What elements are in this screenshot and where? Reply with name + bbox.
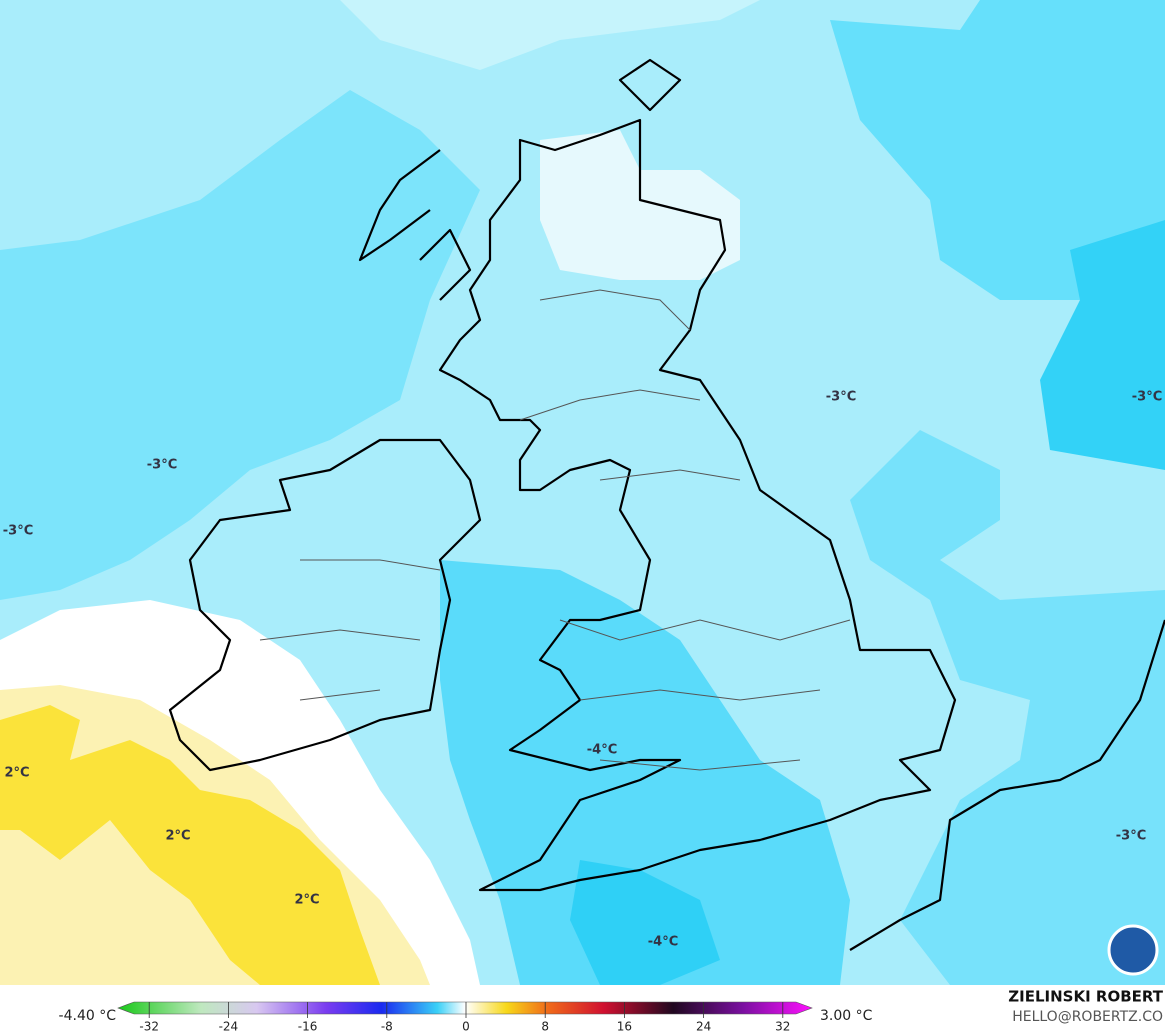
contour-label: 2°C (294, 893, 319, 908)
coastline (168, 438, 482, 772)
contour-label: -4°C (587, 743, 617, 758)
contour-label: -3°C (3, 524, 33, 539)
contour-label: 2°C (165, 829, 190, 844)
contour-label: -3°C (1132, 390, 1162, 405)
field-warmer (0, 705, 380, 985)
field-cold (0, 90, 480, 600)
field-mild (0, 0, 760, 70)
field-mild (540, 130, 740, 280)
colorbar (117, 1001, 813, 1015)
credit-name: ZIELINSKI ROBERT (1008, 988, 1163, 1006)
coastline (358, 58, 682, 301)
colorbar-tick-label: -8 (381, 1020, 393, 1034)
coastline (849, 619, 1165, 951)
colorbar-tick-label: 0 (462, 1020, 470, 1034)
contour-label: -4°C (648, 935, 678, 950)
colorbar-tick-label: 24 (696, 1020, 711, 1034)
field-cold (850, 430, 1165, 985)
colorbar-tick-label: 8 (541, 1020, 549, 1034)
field-cold (330, 0, 1165, 300)
contour-label: -3°C (147, 458, 177, 473)
field-colder (570, 860, 720, 985)
colorbar-min: -4.40 °C (59, 1008, 117, 1024)
colorbar-tick-label: -32 (139, 1020, 159, 1034)
colorbar-tick-label: 32 (775, 1020, 790, 1034)
contour-label: -3°C (826, 390, 856, 405)
colorbar-tick-label: -16 (298, 1020, 318, 1034)
colorbar-tick-label: 16 (617, 1020, 632, 1034)
region-border (259, 289, 851, 771)
field-cold (440, 560, 850, 985)
contour-label: 2°C (4, 766, 29, 781)
noaa-logo (1107, 924, 1159, 976)
colorbar-tick-label: -24 (219, 1020, 239, 1034)
coastline (438, 118, 957, 892)
credit-contact: HELLO@ROBERTZ.CO (1012, 1009, 1163, 1025)
colorbar-max: 3.00 °C (820, 1008, 873, 1024)
contour-label: -3°C (1116, 829, 1146, 844)
field-colder (1040, 220, 1165, 470)
